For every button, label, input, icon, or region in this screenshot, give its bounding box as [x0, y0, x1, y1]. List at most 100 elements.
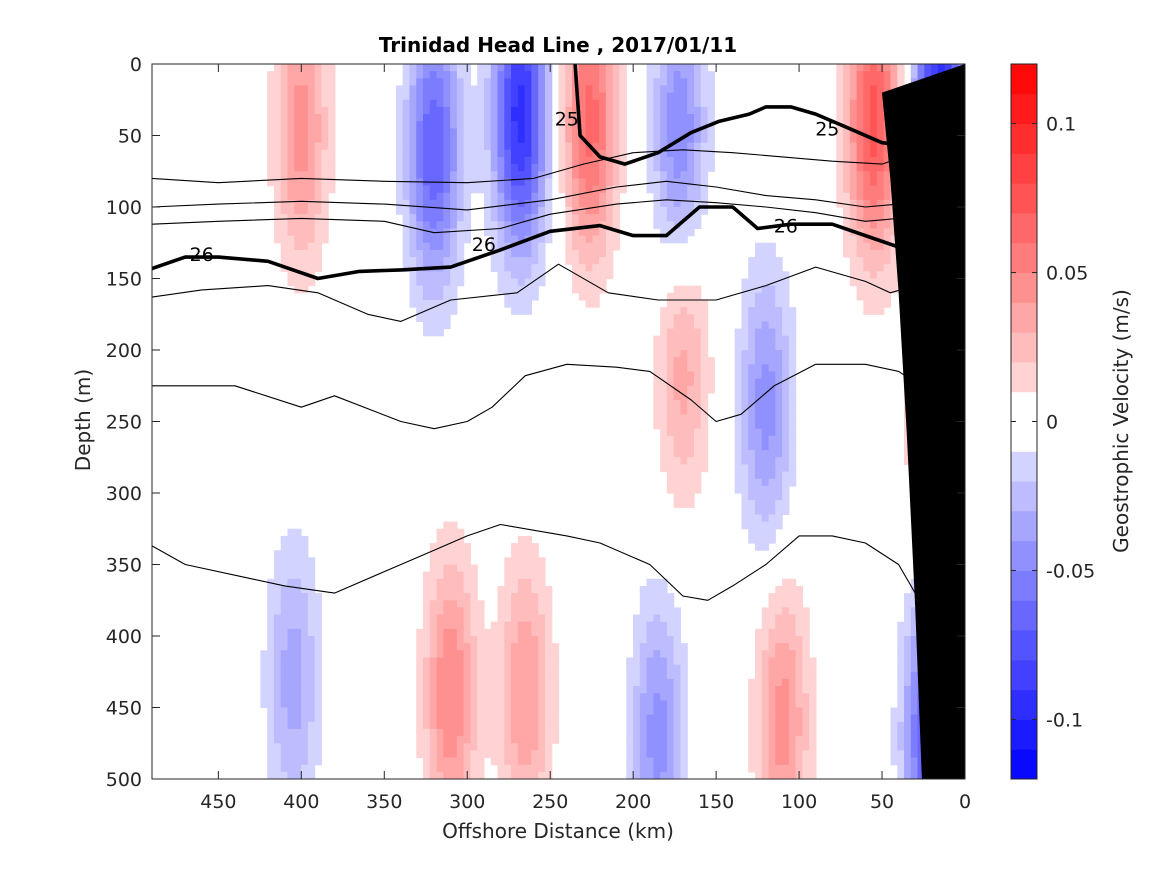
velocity-cell [734, 442, 743, 451]
velocity-cell [280, 686, 289, 694]
velocity-cell [436, 764, 444, 773]
velocity-cell [782, 421, 790, 430]
velocity-cell [301, 678, 309, 687]
velocity-cell [883, 299, 892, 308]
velocity-cell [524, 221, 532, 230]
velocity-cell [307, 578, 316, 587]
velocity-cell [450, 135, 458, 144]
velocity-cell [748, 700, 756, 709]
velocity-cell [551, 707, 560, 716]
velocity-cell [301, 750, 309, 759]
velocity-cell [687, 307, 695, 315]
velocity-cell [504, 700, 512, 709]
velocity-cell [687, 450, 695, 458]
velocity-cell [416, 71, 424, 79]
velocity-cell [267, 135, 275, 144]
velocity-cell [483, 199, 492, 208]
velocity-cell [409, 278, 417, 287]
velocity-cell [890, 257, 898, 265]
velocity-cell [578, 85, 587, 94]
velocity-cell [856, 214, 864, 222]
velocity-cell [768, 307, 776, 315]
velocity-cell [673, 764, 682, 773]
velocity-cell [653, 686, 661, 694]
velocity-cell [273, 85, 282, 94]
velocity-cell [761, 371, 770, 380]
velocity-cell [876, 128, 885, 137]
velocity-cell [450, 121, 458, 129]
velocity-cell [870, 257, 878, 265]
velocity-cell [619, 78, 627, 87]
velocity-cell [876, 171, 885, 179]
velocity-cell [436, 700, 444, 709]
velocity-cell [423, 607, 431, 616]
velocity-cell [870, 199, 878, 208]
velocity-cell [443, 214, 451, 222]
y-tick-label: 450 [106, 698, 142, 720]
velocity-cell [653, 106, 661, 115]
velocity-cell [646, 64, 654, 72]
velocity-cell [497, 257, 505, 265]
velocity-cell [687, 121, 695, 129]
velocity-cell [287, 636, 295, 644]
velocity-cell [768, 421, 776, 430]
velocity-cell [551, 671, 560, 680]
velocity-cell [666, 350, 675, 358]
velocity-cell [524, 750, 532, 759]
velocity-cell [517, 142, 526, 151]
velocity-cell [633, 628, 641, 637]
velocity-cell [687, 414, 695, 423]
velocity-cell [673, 92, 682, 101]
velocity-cell [904, 757, 912, 766]
velocity-cell [321, 221, 329, 230]
velocity-cell [273, 693, 282, 701]
velocity-cell [754, 357, 763, 365]
velocity-cell [666, 700, 675, 709]
velocity-cell [423, 686, 431, 694]
velocity-cell [456, 249, 465, 258]
velocity-cell [876, 121, 885, 129]
velocity-cell [673, 621, 682, 630]
velocity-cell [267, 164, 275, 172]
velocity-cell [470, 593, 478, 601]
velocity-cell [558, 156, 566, 165]
velocity-cell [273, 156, 282, 165]
velocity-cell [863, 78, 871, 87]
velocity-cell [450, 728, 458, 737]
velocity-cell [694, 149, 702, 158]
velocity-cell [754, 335, 763, 344]
velocity-cell [497, 228, 505, 237]
velocity-cell [572, 114, 580, 122]
velocity-cell [626, 664, 634, 673]
velocity-cell [558, 128, 566, 137]
velocity-cell [694, 414, 702, 423]
velocity-cell [294, 221, 302, 230]
velocity-cell [578, 249, 587, 258]
colorbar-segment [1011, 421, 1037, 452]
velocity-cell [517, 128, 526, 137]
velocity-cell [775, 671, 783, 680]
velocity-cell [748, 485, 756, 494]
velocity-cell [605, 185, 614, 194]
velocity-cell [666, 335, 675, 344]
velocity-cell [294, 142, 302, 151]
velocity-cell [321, 164, 329, 172]
velocity-cell [578, 78, 587, 87]
velocity-cell [680, 764, 688, 773]
velocity-cell [538, 621, 546, 630]
velocity-cell [477, 678, 485, 687]
velocity-cell [809, 750, 817, 759]
velocity-cell [870, 142, 878, 151]
velocity-cell [416, 78, 424, 87]
velocity-cell [524, 149, 532, 158]
velocity-cell [910, 721, 919, 730]
velocity-cell [748, 686, 756, 694]
velocity-cell [287, 643, 295, 651]
velocity-cell [260, 671, 268, 680]
velocity-cell [748, 392, 756, 401]
velocity-cell [260, 693, 268, 701]
velocity-cell [612, 106, 621, 115]
velocity-cell [775, 364, 783, 373]
velocity-cell [883, 199, 892, 208]
velocity-cell [314, 214, 322, 222]
